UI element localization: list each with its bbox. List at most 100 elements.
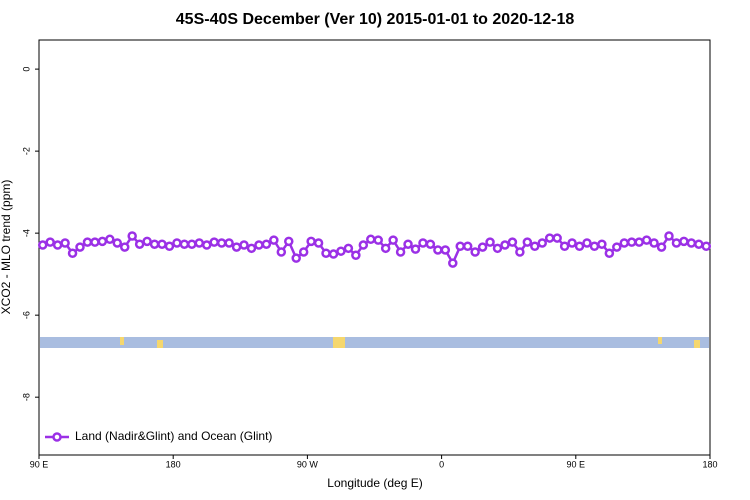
point — [656, 242, 667, 252]
y-axis-label: XCO2 - MLO trend (ppm) — [0, 180, 13, 315]
point — [67, 248, 78, 258]
point — [604, 248, 615, 258]
point — [649, 238, 659, 248]
point — [522, 237, 533, 247]
point — [366, 234, 376, 245]
point — [269, 235, 279, 245]
point — [410, 244, 421, 254]
point — [224, 238, 234, 248]
point — [90, 237, 100, 247]
point — [37, 240, 48, 250]
x-axis-label: Longitude (deg E) — [327, 476, 422, 490]
point — [179, 239, 190, 249]
point — [530, 241, 540, 252]
point — [634, 237, 644, 247]
point — [209, 237, 219, 247]
point — [119, 242, 130, 252]
point — [321, 248, 331, 258]
point — [112, 238, 123, 248]
point — [470, 247, 480, 257]
point — [134, 239, 145, 249]
point — [440, 245, 451, 255]
point — [187, 239, 197, 249]
y-tick-label: -4 — [21, 229, 31, 237]
x-tick-label: 90 E — [567, 459, 586, 469]
point — [313, 238, 324, 248]
legend-label: Land (Nadir&Glint) and Ocean (Glint) — [75, 429, 272, 443]
y-tick-label: -2 — [21, 147, 31, 155]
point — [664, 231, 674, 241]
point — [619, 238, 630, 248]
x-tick-label: 90 W — [297, 459, 319, 469]
point — [343, 243, 354, 254]
point — [60, 238, 70, 248]
point — [507, 237, 518, 247]
y-tick-label: -6 — [21, 311, 31, 319]
point — [388, 235, 398, 245]
point — [239, 240, 249, 250]
point — [202, 240, 212, 250]
x-tick-label: 180 — [166, 459, 181, 469]
point — [626, 237, 637, 247]
point — [515, 247, 525, 257]
point — [544, 233, 555, 243]
point — [246, 243, 257, 254]
point — [149, 239, 160, 249]
point — [537, 238, 547, 248]
y-tick-label: 0 — [21, 67, 31, 72]
point — [574, 241, 585, 252]
point — [552, 233, 562, 243]
point — [45, 237, 55, 247]
point — [261, 239, 272, 249]
point — [589, 241, 600, 252]
point — [418, 238, 428, 248]
x-tick-label: 90 E — [30, 459, 49, 469]
point — [433, 245, 443, 255]
point — [582, 238, 592, 248]
point — [686, 238, 697, 248]
point — [492, 243, 503, 254]
point — [164, 241, 175, 252]
point — [425, 239, 436, 249]
point — [82, 237, 93, 247]
point — [679, 236, 689, 247]
legend-marker — [52, 432, 62, 442]
point — [298, 247, 309, 257]
point — [276, 247, 287, 257]
point — [597, 239, 607, 249]
point — [559, 241, 570, 252]
point — [97, 236, 108, 247]
point — [284, 236, 294, 247]
point — [328, 249, 339, 259]
point — [142, 236, 152, 247]
point — [448, 258, 458, 268]
point — [462, 241, 473, 252]
point — [612, 242, 622, 252]
point — [52, 240, 63, 250]
x-tick-label: 180 — [702, 459, 717, 469]
x-tick-label: 0 — [439, 459, 444, 469]
point — [105, 234, 115, 245]
point — [306, 236, 316, 247]
point — [194, 238, 205, 248]
point — [351, 250, 361, 261]
point — [455, 241, 465, 252]
point — [500, 240, 510, 250]
point — [254, 240, 264, 250]
point — [336, 246, 346, 256]
point — [231, 242, 242, 252]
land-ocean-strip — [40, 337, 709, 348]
point — [485, 237, 495, 247]
point — [216, 238, 227, 248]
point — [671, 238, 682, 248]
point — [567, 238, 577, 248]
point — [172, 238, 182, 248]
point — [641, 235, 652, 245]
point — [127, 231, 137, 241]
point — [403, 239, 413, 249]
point — [395, 247, 406, 257]
point — [701, 241, 712, 252]
point — [694, 239, 704, 249]
point — [75, 242, 85, 252]
